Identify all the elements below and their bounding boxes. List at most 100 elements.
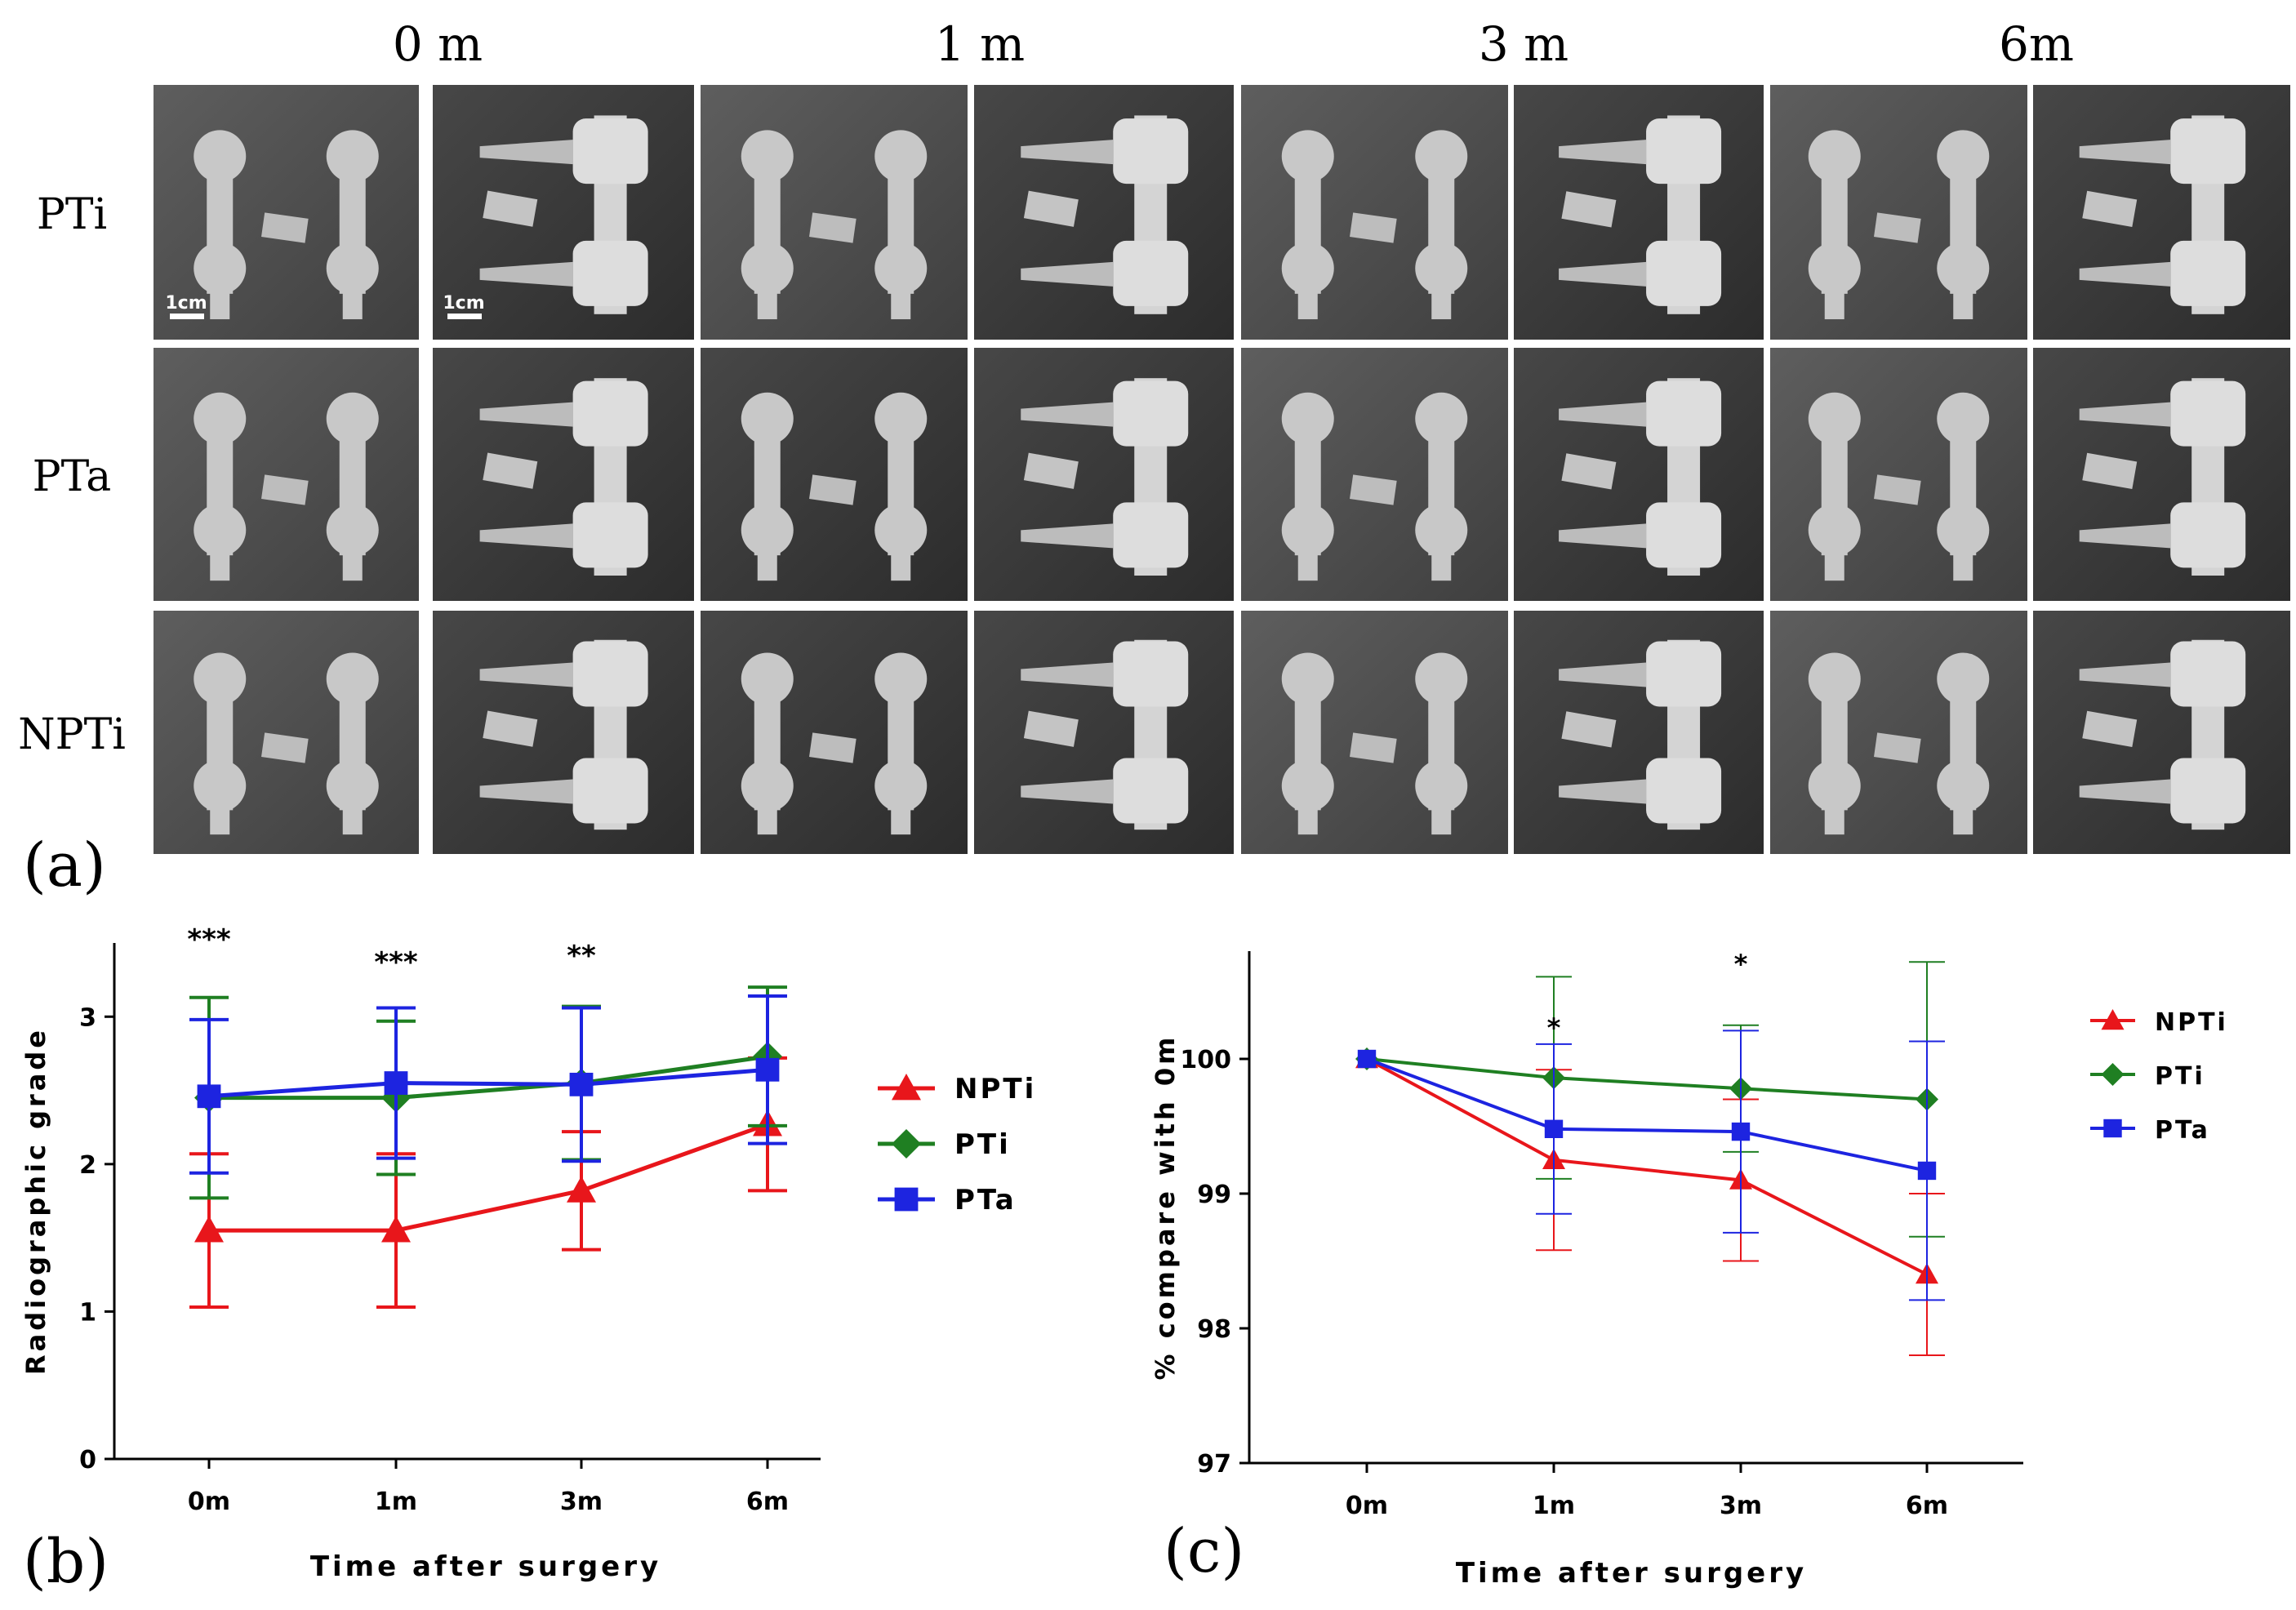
screw-head xyxy=(1808,242,1861,295)
screw-head xyxy=(874,759,928,812)
screw-head xyxy=(1937,130,1990,183)
screw-head xyxy=(1113,118,1189,185)
xray-background xyxy=(974,348,1234,601)
xray-image xyxy=(701,85,968,340)
screw-shaft xyxy=(1559,402,1647,427)
legend-label: PTi xyxy=(2155,1062,2205,1091)
xray-image xyxy=(1241,85,1508,340)
legend-marker xyxy=(894,1187,919,1212)
legend-marker xyxy=(2103,1119,2122,1138)
screw-shaft xyxy=(1559,779,1647,804)
screw-head xyxy=(1281,504,1334,557)
legend-marker xyxy=(2101,1009,2125,1030)
legend-label: NPTi xyxy=(954,1073,1036,1105)
y-axis-title: Radiographic grade xyxy=(20,1027,51,1375)
screw-head xyxy=(1415,652,1468,705)
xray-background xyxy=(1514,85,1764,340)
rod-end xyxy=(1431,795,1452,835)
rod-end xyxy=(891,540,911,581)
timepoint-label: 3 m xyxy=(1479,16,1568,72)
xray-image xyxy=(433,348,694,601)
y-tick-label: 100 xyxy=(1180,1046,1231,1074)
x-tick-label: 6m xyxy=(1906,1492,1948,1520)
screw-head xyxy=(326,392,379,445)
legend-marker xyxy=(892,1129,921,1159)
screw-head xyxy=(1415,504,1468,557)
xray-image xyxy=(1514,611,1764,854)
xray-background xyxy=(1241,348,1508,601)
y-tick-label: 3 xyxy=(79,1003,96,1032)
cage xyxy=(1561,191,1617,228)
screw-head xyxy=(326,652,379,705)
xray-image xyxy=(701,348,968,601)
screw-head xyxy=(1281,392,1334,445)
screw-head xyxy=(326,242,379,295)
y-tick-label: 99 xyxy=(1197,1181,1231,1209)
data-point xyxy=(384,1071,408,1095)
rod-end xyxy=(757,278,777,320)
cage xyxy=(2082,710,2138,747)
y-axis-title: % compare with 0m xyxy=(1150,1034,1181,1381)
screw-head xyxy=(194,130,247,183)
cage xyxy=(1023,452,1079,489)
significance-mark: *** xyxy=(187,923,231,956)
screw-head xyxy=(1415,130,1468,183)
x-axis-title: Time after surgery xyxy=(310,1550,661,1583)
xray-background xyxy=(1770,85,2027,340)
screw-shaft xyxy=(1021,140,1114,165)
screw-shaft xyxy=(1021,523,1114,549)
screw-head xyxy=(1415,392,1468,445)
cage xyxy=(261,212,309,243)
screw-shaft xyxy=(2079,662,2171,687)
screw-shaft xyxy=(479,523,573,549)
xray-background xyxy=(974,85,1234,340)
screw-shaft xyxy=(2079,402,2171,427)
screw-head xyxy=(572,641,648,707)
timepoint-label: 0 m xyxy=(393,16,483,72)
screw-head xyxy=(1808,504,1861,557)
timepoint-label: 6m xyxy=(1999,16,2074,72)
xray-background xyxy=(701,348,968,601)
screw-head xyxy=(2170,758,2246,824)
chart-radiographic-grade: 0 1 2 3 0m 1m 3m 6m Time after surgery Radiograph… xyxy=(20,923,1036,1597)
series-pta xyxy=(189,994,787,1175)
screw-head xyxy=(1113,502,1189,568)
cage xyxy=(809,732,857,763)
xray-background xyxy=(433,85,694,340)
screw-shaft xyxy=(1021,662,1114,687)
screw-head xyxy=(194,504,247,557)
rod-end xyxy=(1953,540,1973,581)
scale-bar-ap xyxy=(170,314,204,319)
scale-bar-lat-label: 1cm xyxy=(443,293,484,314)
screw-head xyxy=(194,652,247,705)
xray-background xyxy=(2033,348,2290,601)
screw-head xyxy=(1113,641,1189,707)
cage xyxy=(261,732,309,763)
screw-head xyxy=(2170,641,2246,707)
series-line xyxy=(208,1067,768,1099)
cage xyxy=(261,474,309,505)
xray-image xyxy=(2033,85,2290,340)
xray-background xyxy=(1514,611,1764,854)
screw-head xyxy=(572,240,648,306)
screw-shaft xyxy=(1021,261,1114,287)
screw-head xyxy=(741,652,794,705)
xray-background xyxy=(1241,85,1508,340)
screw-head xyxy=(1281,759,1334,812)
screw-head xyxy=(874,392,928,445)
rod-end xyxy=(1824,540,1844,581)
x-tick-label: 0m xyxy=(188,1488,230,1516)
radiograph-panel: 0 m 1 m 3 m 6m PTi PTa NPTi 1cm 1cm (a) xyxy=(18,16,2290,901)
screw-head xyxy=(1937,759,1990,812)
screw-head xyxy=(874,130,928,183)
xray-image xyxy=(1514,85,1764,340)
rod-end xyxy=(342,795,363,835)
screw-head xyxy=(874,652,928,705)
significance-mark: *** xyxy=(374,946,418,979)
xray-image xyxy=(974,85,1234,340)
x-tick-label: 3m xyxy=(1720,1492,1762,1520)
cage xyxy=(1023,710,1079,747)
screw-head xyxy=(1415,759,1468,812)
cage xyxy=(1874,212,1921,243)
x-axis-title: Time after surgery xyxy=(1456,1557,1807,1590)
